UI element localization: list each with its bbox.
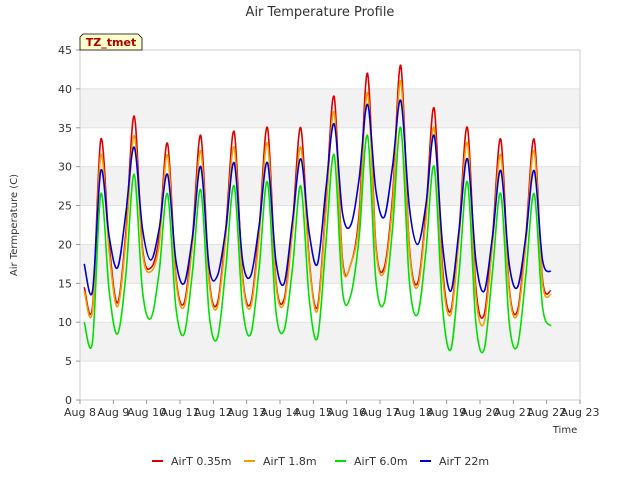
series-lines xyxy=(83,64,552,354)
legend-label: AirT 1.8m xyxy=(263,455,317,468)
series-line-3 xyxy=(83,99,552,296)
y-tick-label: 45 xyxy=(58,44,72,57)
x-tick-label: Aug 19 xyxy=(427,406,466,419)
y-tick-label: 35 xyxy=(58,122,72,135)
y-tick-label: 40 xyxy=(58,83,72,96)
legend-item: AirT 6.0m xyxy=(335,455,408,468)
x-tick-label: Aug 21 xyxy=(494,406,533,419)
legend-label: AirT 6.0m xyxy=(354,455,408,468)
x-tick-label: Aug 17 xyxy=(361,406,400,419)
y-tick-label: 15 xyxy=(58,277,72,290)
x-tick-label: Aug 20 xyxy=(461,406,500,419)
x-tick-label: Aug 12 xyxy=(194,406,233,419)
y-tick-label: 30 xyxy=(58,161,72,174)
x-axis-label: Time xyxy=(552,425,577,436)
y-tick-label: 5 xyxy=(65,355,72,368)
y-tick-label: 0 xyxy=(65,394,72,407)
x-tick-label: Aug 9 xyxy=(97,406,129,419)
y-tick-label: 20 xyxy=(58,238,72,251)
x-tick-label: Aug 23 xyxy=(561,406,600,419)
x-tick-label: Aug 15 xyxy=(294,406,333,419)
y-tick-labels: 0 5 10 15 20 25 30 35 40 45 xyxy=(58,44,80,407)
x-tick-label: Aug 11 xyxy=(161,406,200,419)
series-line-2 xyxy=(83,126,552,354)
x-tick-label: Aug 10 xyxy=(127,406,166,419)
legend: AirT 0.35m AirT 1.8m AirT 6.0m AirT 22m xyxy=(152,455,489,468)
site-badge-box xyxy=(79,33,143,51)
x-tick-label: Aug 8 xyxy=(64,406,96,419)
site-badge-label: TZ_tmet xyxy=(86,36,136,49)
legend-item: AirT 1.8m xyxy=(244,455,317,468)
x-tick-label: Aug 14 xyxy=(261,406,300,419)
x-tick-label: Aug 13 xyxy=(227,406,266,419)
y-axis-label: Air Termperature (C) xyxy=(9,174,20,276)
legend-label: AirT 22m xyxy=(439,455,489,468)
x-tick-label: Aug 18 xyxy=(394,406,433,419)
legend-item: AirT 22m xyxy=(420,455,489,468)
grid-band xyxy=(80,244,580,284)
axes xyxy=(79,49,581,401)
x-tick-label: Aug 16 xyxy=(327,406,366,419)
legend-item: AirT 0.35m xyxy=(152,455,232,468)
x-tick-label: Aug 22 xyxy=(527,406,566,419)
y-tick-label: 25 xyxy=(58,200,72,213)
grid-band xyxy=(80,88,580,128)
grid-band xyxy=(80,322,580,362)
site-badge: TZ_tmet xyxy=(79,33,143,51)
y-tick-label: 10 xyxy=(58,316,72,329)
legend-label: AirT 0.35m xyxy=(171,455,232,468)
plot-frame xyxy=(79,49,581,401)
chart-title: Air Temperature Profile xyxy=(246,5,395,20)
